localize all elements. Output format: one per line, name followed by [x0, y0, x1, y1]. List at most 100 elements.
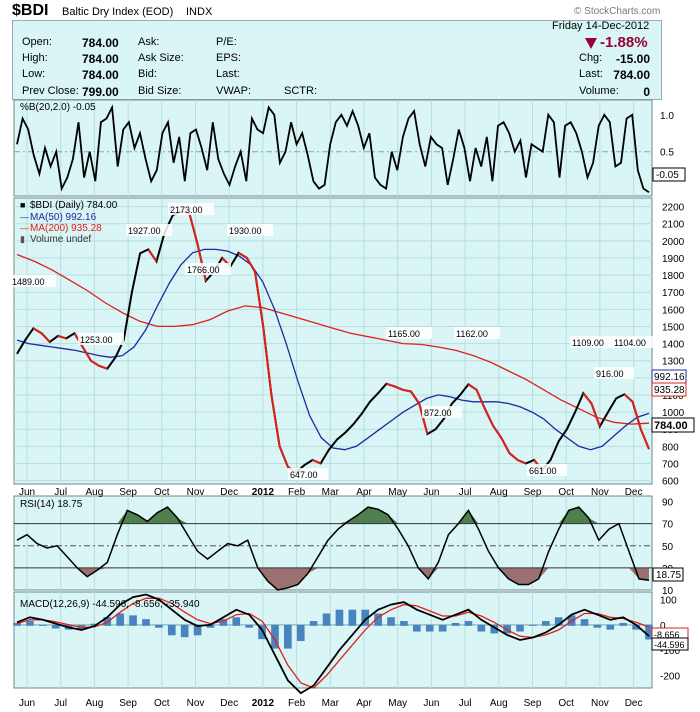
price-tick-label: 1000 — [662, 408, 685, 419]
price-tick-label: 1300 — [662, 357, 685, 368]
price-annotation: 2173.00 — [170, 205, 203, 215]
macd-histogram-bar — [645, 624, 653, 640]
macd-histogram-bar — [451, 622, 460, 626]
ma50-last-value: 992.16 — [654, 372, 685, 383]
down-arrow-icon — [585, 38, 597, 49]
macd-histogram-bar — [296, 624, 305, 641]
price-last-value: 784.00 — [654, 420, 688, 432]
ma200-last-value: 935.28 — [654, 385, 685, 396]
x-axis-label: Aug — [490, 698, 508, 709]
x-axis-label: 2012 — [252, 698, 275, 709]
quote-label: Bid Size: — [138, 85, 182, 97]
macd-histogram-bar — [258, 624, 266, 640]
price-tick-label: 800 — [662, 442, 679, 453]
pb-tick-label: 0.5 — [660, 148, 674, 159]
macd-histogram-bar — [245, 624, 253, 628]
macd-histogram-bar — [335, 609, 344, 626]
price-tick-label: 700 — [662, 459, 679, 470]
macd-histogram-bar — [374, 613, 382, 626]
pb-tick-label: 1.0 — [660, 111, 674, 122]
macd-histogram-bar — [142, 619, 150, 626]
macd-tick-label: 100 — [660, 596, 677, 607]
rsi-last-box — [652, 567, 684, 582]
macd-histogram-bar — [322, 613, 331, 626]
x-axis-label: Dec — [625, 487, 643, 498]
chart-header: $BDI Baltic Dry Index (EOD) INDX © Stock… — [12, 2, 661, 98]
legend-volume-icon: ▮ — [20, 234, 25, 244]
macd-line — [16, 593, 650, 695]
price-annotation: 1766.00 — [187, 265, 220, 275]
macd-histogram-bar — [26, 621, 34, 626]
price-annotation-bg — [454, 327, 500, 339]
macd-histogram-bar — [284, 624, 292, 649]
x-axis-label: May — [388, 698, 407, 709]
x-axis-label: Feb — [288, 487, 306, 498]
ma50-line — [16, 248, 650, 451]
macd-histogram-bar — [619, 622, 628, 626]
panel-macd — [13, 591, 653, 689]
price-annotation-bg — [422, 406, 462, 418]
price-annotation: 872.00 — [424, 408, 452, 418]
change-percent: -1.88% — [600, 34, 648, 51]
quote-label: High: — [22, 52, 48, 64]
price-tick-label: 2200 — [662, 203, 685, 214]
quote-label: Last: — [216, 68, 240, 80]
macd-histogram-bar — [387, 617, 395, 626]
price-annotation-bg — [570, 336, 616, 348]
legend-ma50: MA(50) 992.16 — [30, 212, 97, 223]
quote-label: P/E: — [216, 36, 237, 48]
macd-histogram-bar — [219, 619, 228, 626]
quote-value: 784.00 — [82, 68, 119, 82]
macd-histogram-bar — [271, 624, 279, 649]
macd-histogram-bar — [38, 624, 47, 626]
price-annotation-bg — [527, 464, 567, 476]
quote-panel — [12, 20, 662, 100]
price-annotation-bg — [612, 336, 658, 348]
rsi-line — [16, 506, 650, 591]
x-axis-label: Oct — [558, 698, 574, 709]
quote-value: 784.00 — [613, 68, 650, 82]
price-last-box — [651, 417, 695, 433]
ma200-last-box — [651, 382, 687, 397]
x-axis-label: Nov — [591, 698, 609, 709]
macd-histogram-bar — [193, 624, 202, 636]
macd-histogram-bar — [541, 621, 550, 626]
x-axis-label: Aug — [86, 487, 104, 498]
quote-label: SCTR: — [284, 85, 317, 97]
legend-price-swatch: ■ — [20, 200, 25, 210]
x-axis-label: Apr — [356, 487, 372, 498]
x-axis-label: Sep — [119, 698, 137, 709]
price-annotation: 1165.00 — [388, 329, 420, 339]
macd-histogram-bar — [155, 624, 163, 628]
rsi-tick-label: 10 — [662, 586, 674, 597]
macd-histogram-bar — [477, 624, 486, 632]
x-axis-label: Sep — [524, 487, 542, 498]
price-annotation: 1104.00 — [614, 338, 646, 348]
x-axis-label: Mar — [322, 487, 340, 498]
copyright-text: © StockCharts.com — [574, 6, 661, 17]
quote-value: 784.00 — [82, 36, 119, 50]
quote-label: Volume: — [579, 85, 619, 97]
price-annotation-bg — [168, 203, 214, 215]
rsi-tick-label: 90 — [662, 498, 674, 509]
legend-price: $BDI (Daily) 784.00 — [30, 200, 118, 211]
price-tick-label: 1800 — [662, 271, 685, 282]
price-annotation: 1930.00 — [229, 226, 262, 236]
x-axis-label: Dec — [625, 698, 643, 709]
rsi-last-value: 18.75 — [656, 570, 681, 581]
x-axis-label: Aug — [86, 698, 104, 709]
x-axis-label: May — [388, 487, 407, 498]
macd-histogram-bar — [116, 613, 125, 626]
macd-histogram-bar — [593, 624, 602, 628]
x-axis-label: Jul — [459, 487, 472, 498]
symbol-label: $BDI — [12, 2, 49, 19]
legend-ma200-swatch: — — [20, 223, 29, 233]
x-axis-label: Jun — [19, 487, 35, 498]
quote-label: Bid: — [138, 68, 157, 80]
x-axis-label: Feb — [288, 698, 306, 709]
x-axis-label: Sep — [119, 487, 137, 498]
x-axis-label: Oct — [154, 698, 170, 709]
quote-value: 0 — [643, 85, 650, 99]
price-tick-label: 1900 — [662, 254, 685, 265]
price-annotation: 1489.00 — [12, 277, 45, 287]
